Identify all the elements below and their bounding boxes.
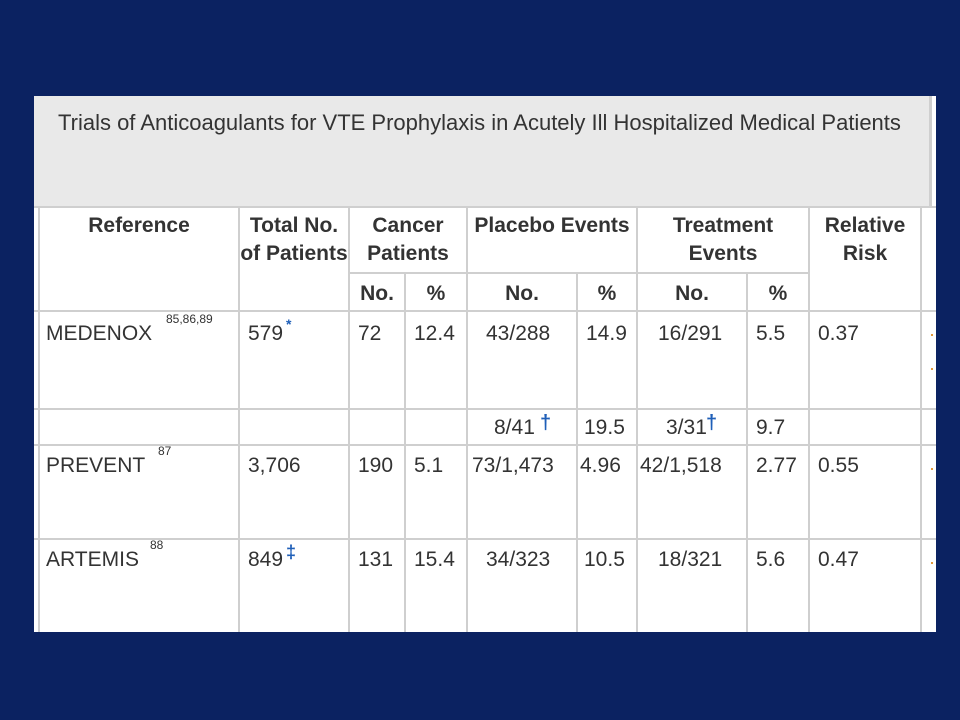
rule-row-1 <box>34 408 936 410</box>
table-title: Trials of Anticoagulants for VTE Prophyl… <box>58 110 901 135</box>
clipped-mark <box>931 562 933 564</box>
reference-superscript: 85,86,89 <box>166 312 213 326</box>
cell-placebo-no: 34/323 <box>486 548 551 571</box>
rule-subheader <box>348 272 808 274</box>
header-relative-risk: Relative Risk <box>824 214 906 265</box>
rule-col-4 <box>466 208 468 632</box>
cell-treat-no: 18/321 <box>658 548 723 571</box>
header-placebo: Placebo Events <box>474 214 630 237</box>
subheader-cancer-pct: % <box>426 282 446 305</box>
clipped-mark <box>931 334 933 336</box>
cell-reference: MEDENOX <box>46 322 153 345</box>
footnote-mark: † <box>706 412 718 434</box>
cell-placebo-pct: 14.9 <box>586 322 627 345</box>
cell-placebo-no: 73/1,473 <box>472 454 554 477</box>
reference-superscript: 87 <box>158 444 172 458</box>
cell-placebo-pct: 4.96 <box>580 454 621 477</box>
cell-total: 849 <box>248 548 284 571</box>
cell-placebo-pct: 10.5 <box>584 548 625 571</box>
subheader-placebo-pct: % <box>597 282 617 305</box>
rule-col-3 <box>404 272 406 632</box>
cell-reference: ARTEMIS <box>46 548 139 571</box>
cell-placebo-no: 43/288 <box>486 322 551 345</box>
rule-header-bottom <box>34 310 936 312</box>
rule-header-top <box>34 206 936 208</box>
cell-cancer-pct: 5.1 <box>414 454 444 477</box>
data-table: Reference Total No. of Patients Cancer P… <box>34 96 936 632</box>
header-cancer: Cancer Patients <box>367 214 449 265</box>
rule-row-3 <box>34 538 936 540</box>
cell-total: 3,706 <box>248 454 301 477</box>
footnote-mark: ‡ <box>286 542 297 562</box>
cell-total: 579 <box>248 322 284 345</box>
rule-col-9 <box>920 208 922 632</box>
cell-treat-pct: 5.5 <box>756 322 786 345</box>
clipped-mark <box>931 468 933 470</box>
rule-row-2 <box>34 444 936 446</box>
footnote-mark: † <box>540 412 552 434</box>
rule-col-5 <box>576 272 578 632</box>
header-total: Total No. of Patients <box>240 214 348 265</box>
cell-cancer-no: 190 <box>358 454 394 477</box>
subheader-cancer-no: No. <box>360 282 394 305</box>
cell-cancer-pct: 12.4 <box>414 322 455 345</box>
cell-cancer-no: 72 <box>358 322 382 345</box>
cell-placebo-no: 8/41 <box>494 416 535 439</box>
rule-col-8 <box>808 208 810 632</box>
table-caption: Trials of Anticoagulants for VTE Prophyl… <box>34 96 932 206</box>
subheader-treat-no: No. <box>675 282 709 305</box>
cell-cancer-no: 131 <box>358 548 394 571</box>
cell-relative-risk: 0.47 <box>818 548 859 571</box>
clipped-mark <box>931 368 933 370</box>
rule-col-6 <box>636 208 638 632</box>
footnote-mark: * <box>286 316 292 332</box>
cell-treat-no: 3/31 <box>666 416 707 439</box>
subheader-treat-pct: % <box>768 282 788 305</box>
rule-col-2 <box>348 208 350 632</box>
reference-superscript: 88 <box>150 538 164 552</box>
rule-left <box>38 206 40 632</box>
cell-relative-risk: 0.55 <box>818 454 859 477</box>
cell-treat-no: 16/291 <box>658 322 723 345</box>
cell-treat-pct: 9.7 <box>756 416 786 439</box>
cell-cancer-pct: 15.4 <box>414 548 455 571</box>
header-reference: Reference <box>88 214 190 237</box>
rule-col-1 <box>238 208 240 632</box>
header-treatment: Treatment Events <box>672 214 774 265</box>
cell-treat-pct: 5.6 <box>756 548 786 571</box>
cell-placebo-pct: 19.5 <box>584 416 625 439</box>
subheader-placebo-no: No. <box>505 282 539 305</box>
rule-col-7 <box>746 272 748 632</box>
cell-relative-risk: 0.37 <box>818 322 859 345</box>
cell-reference: PREVENT <box>46 454 146 477</box>
cell-treat-pct: 2.77 <box>756 454 797 477</box>
cell-treat-no: 42/1,518 <box>640 454 722 477</box>
table-panel: Trials of Anticoagulants for VTE Prophyl… <box>34 96 936 632</box>
